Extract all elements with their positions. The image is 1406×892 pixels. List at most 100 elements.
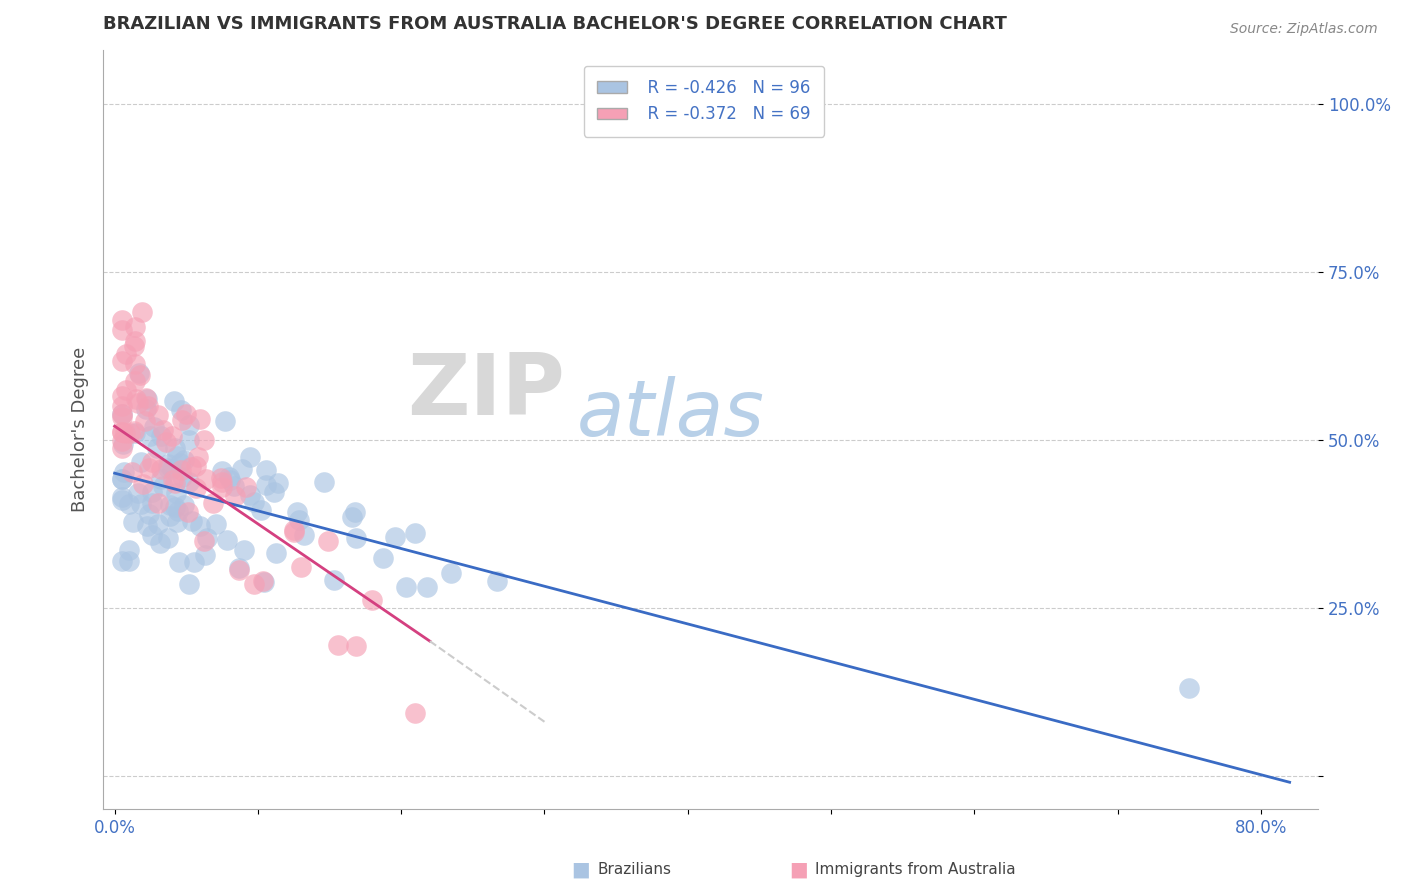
Point [121,465,143,479]
Point [111,554,134,568]
Point [111,354,134,368]
Point [124,334,146,348]
Text: ▪: ▪ [569,855,591,884]
Point [129,454,152,468]
Point [239,450,262,464]
Point [131,497,153,511]
Y-axis label: Bachelor's Degree: Bachelor's Degree [72,347,89,512]
Point [111,490,134,504]
Point [162,461,184,475]
Point [141,496,163,510]
Point [136,399,159,413]
Point [232,542,254,557]
Point [231,462,253,476]
Point [312,475,335,490]
Point [114,426,136,441]
Point [217,533,239,548]
Point [122,424,145,438]
Point [254,463,277,477]
Point [173,498,195,512]
Point [138,461,160,475]
Point [148,408,170,422]
Point [152,423,174,437]
Point [211,480,233,494]
Point [224,489,246,503]
Point [152,479,174,493]
Point [195,472,218,486]
Point [121,515,143,529]
Point [118,554,141,568]
Point [131,477,153,491]
Point [174,407,197,421]
Point [394,580,416,594]
Point [165,500,187,515]
Point [165,485,187,500]
Point [136,518,159,533]
Point [139,429,162,443]
Point [263,484,285,499]
Point [138,507,160,521]
Point [163,394,186,409]
Point [194,548,217,562]
Point [142,419,165,434]
Point [243,494,266,508]
Point [157,460,180,475]
Point [135,402,157,417]
Point [288,513,311,527]
Point [252,574,274,589]
Point [163,441,186,455]
Point [209,471,232,485]
Point [128,366,150,380]
Point [180,460,202,475]
Point [135,392,157,406]
Point [195,531,218,545]
Point [141,484,163,499]
Point [148,517,170,532]
Point [239,488,262,502]
Point [283,524,305,539]
Point [112,465,135,479]
Point [124,375,146,389]
Text: ▪: ▪ [787,855,808,884]
Point [1178,681,1201,696]
Text: ZIP: ZIP [408,350,565,433]
Point [134,414,156,428]
Point [111,407,134,421]
Point [111,323,134,337]
Point [166,504,188,518]
Point [149,536,172,550]
Point [162,473,184,487]
Point [404,706,426,720]
Point [111,472,134,486]
Point [150,462,173,476]
Point [118,497,141,511]
Point [170,412,193,426]
Point [157,457,180,471]
Point [177,433,200,447]
Point [141,455,163,469]
Point [322,573,344,587]
Point [111,313,134,327]
Point [440,566,463,580]
Point [201,496,224,510]
Point [127,396,149,410]
Point [183,555,205,569]
Point [166,515,188,529]
Point [141,528,163,542]
Point [177,418,200,433]
Point [264,546,287,560]
Point [150,472,173,486]
Point [111,399,134,413]
Point [177,505,200,519]
Point [170,462,193,476]
Point [172,469,194,483]
Point [170,402,193,417]
Legend:   R = -0.426   N = 96,   R = -0.372   N = 69: R = -0.426 N = 96, R = -0.372 N = 69 [583,66,824,136]
Point [111,493,134,508]
Point [111,389,134,403]
Point [122,339,145,353]
Point [157,531,180,545]
Point [125,392,148,406]
Point [243,577,266,591]
Point [344,531,367,545]
